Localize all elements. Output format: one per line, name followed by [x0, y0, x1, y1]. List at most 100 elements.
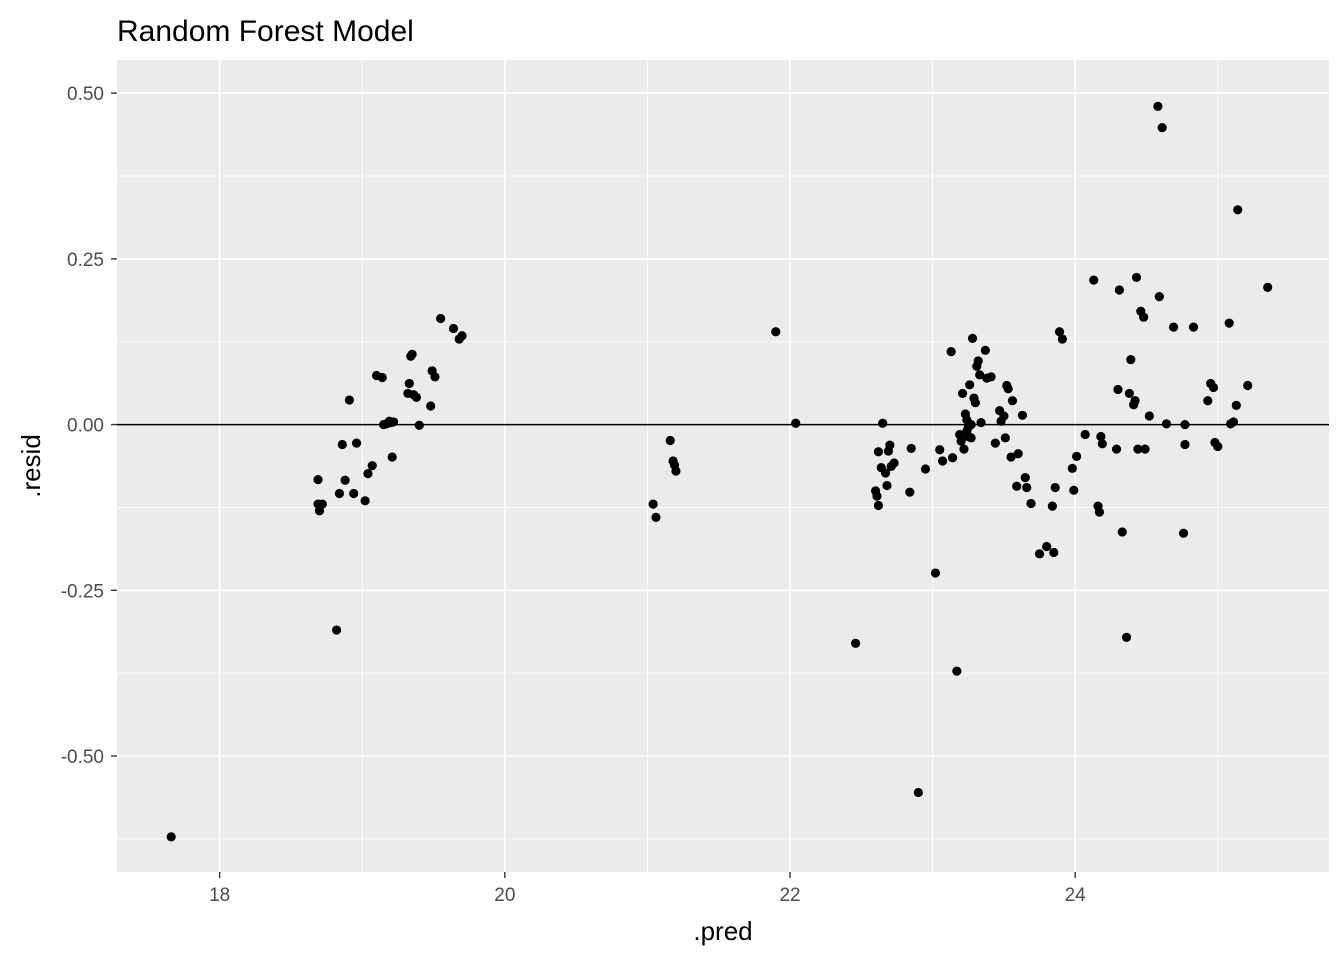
y-tick-label: 0.50 [67, 84, 104, 105]
data-point [1042, 541, 1052, 552]
data-point [990, 438, 1000, 448]
data-point [430, 372, 440, 382]
data-point [1161, 419, 1172, 429]
chart-title: Random Forest Model [117, 15, 414, 48]
data-point [1034, 549, 1045, 559]
data-point [973, 356, 983, 366]
data-point [1094, 507, 1105, 517]
data-point [1140, 444, 1150, 454]
data-point [334, 488, 345, 499]
data-point [1154, 292, 1164, 302]
data-point [389, 417, 399, 427]
data-point [344, 395, 355, 405]
data-point [920, 464, 931, 474]
data-point [873, 447, 884, 457]
data-point [966, 433, 976, 443]
y-tick-label: 0.25 [67, 250, 104, 271]
x-tick-label: 20 [494, 885, 515, 906]
data-point [360, 496, 370, 506]
data-point [1224, 318, 1234, 328]
y-tick-label: -0.25 [61, 581, 104, 602]
data-point [1047, 501, 1057, 511]
data-point [966, 419, 976, 430]
data-point [1130, 396, 1140, 406]
data-point [1180, 419, 1190, 430]
data-point [1072, 451, 1082, 461]
y-axis-title: .resid [16, 434, 46, 498]
data-point [1153, 101, 1163, 111]
data-point [913, 787, 923, 798]
data-point [407, 349, 417, 359]
data-point [1003, 384, 1013, 394]
data-point [1121, 632, 1132, 642]
data-point [1208, 382, 1219, 393]
data-point [959, 444, 969, 454]
data-point [1080, 429, 1090, 440]
data-point [1131, 272, 1142, 283]
data-point [878, 418, 888, 428]
data-point [967, 333, 978, 343]
data-point [946, 347, 956, 357]
data-point [665, 435, 675, 446]
x-tick-label: 24 [1065, 885, 1087, 906]
data-points [166, 101, 1273, 842]
data-point [1096, 431, 1106, 442]
data-point [999, 411, 1009, 421]
data-point [457, 331, 467, 341]
data-point [377, 372, 387, 383]
data-point [671, 466, 681, 476]
data-point [1203, 396, 1213, 406]
data-point [885, 440, 895, 450]
data-point [1057, 334, 1067, 344]
data-point [976, 417, 986, 428]
data-point [648, 499, 658, 509]
data-point [986, 372, 996, 382]
data-point [317, 499, 327, 509]
data-point [880, 468, 891, 478]
x-tick-label: 18 [209, 885, 230, 906]
data-point [337, 439, 347, 450]
data-point [1228, 417, 1239, 427]
data-point [1054, 327, 1065, 337]
data-point [956, 436, 966, 446]
data-point [651, 512, 661, 522]
plot-panel [117, 60, 1329, 872]
data-point [975, 370, 985, 380]
data-point [947, 453, 958, 463]
data-point [367, 461, 377, 471]
data-point [771, 327, 781, 337]
data-point [1188, 322, 1199, 332]
data-point [1013, 449, 1023, 459]
data-point [1017, 410, 1028, 420]
data-point [331, 625, 342, 635]
data-point [1233, 205, 1243, 215]
data-point [970, 398, 980, 408]
x-tick-label: 22 [779, 885, 800, 906]
data-point [1007, 396, 1018, 406]
data-point [905, 487, 915, 497]
data-point [1067, 463, 1077, 473]
data-point [340, 475, 350, 485]
data-point [363, 469, 373, 479]
data-point [1050, 482, 1060, 493]
data-point [1089, 275, 1099, 285]
data-point [935, 445, 945, 455]
data-point [1180, 439, 1190, 450]
data-point [1026, 498, 1036, 509]
data-point [1114, 285, 1124, 295]
data-point [448, 323, 459, 334]
data-point [426, 401, 436, 411]
y-tick-label: 0.00 [67, 416, 104, 437]
data-point [1022, 482, 1032, 493]
data-point [1126, 355, 1136, 365]
data-point [1069, 485, 1079, 495]
data-point [1133, 444, 1143, 454]
data-point [166, 832, 176, 842]
data-point [1111, 444, 1122, 454]
data-point [873, 500, 884, 511]
data-point [791, 418, 801, 428]
data-point [952, 666, 962, 676]
data-point [1213, 441, 1223, 452]
data-point [411, 392, 422, 402]
